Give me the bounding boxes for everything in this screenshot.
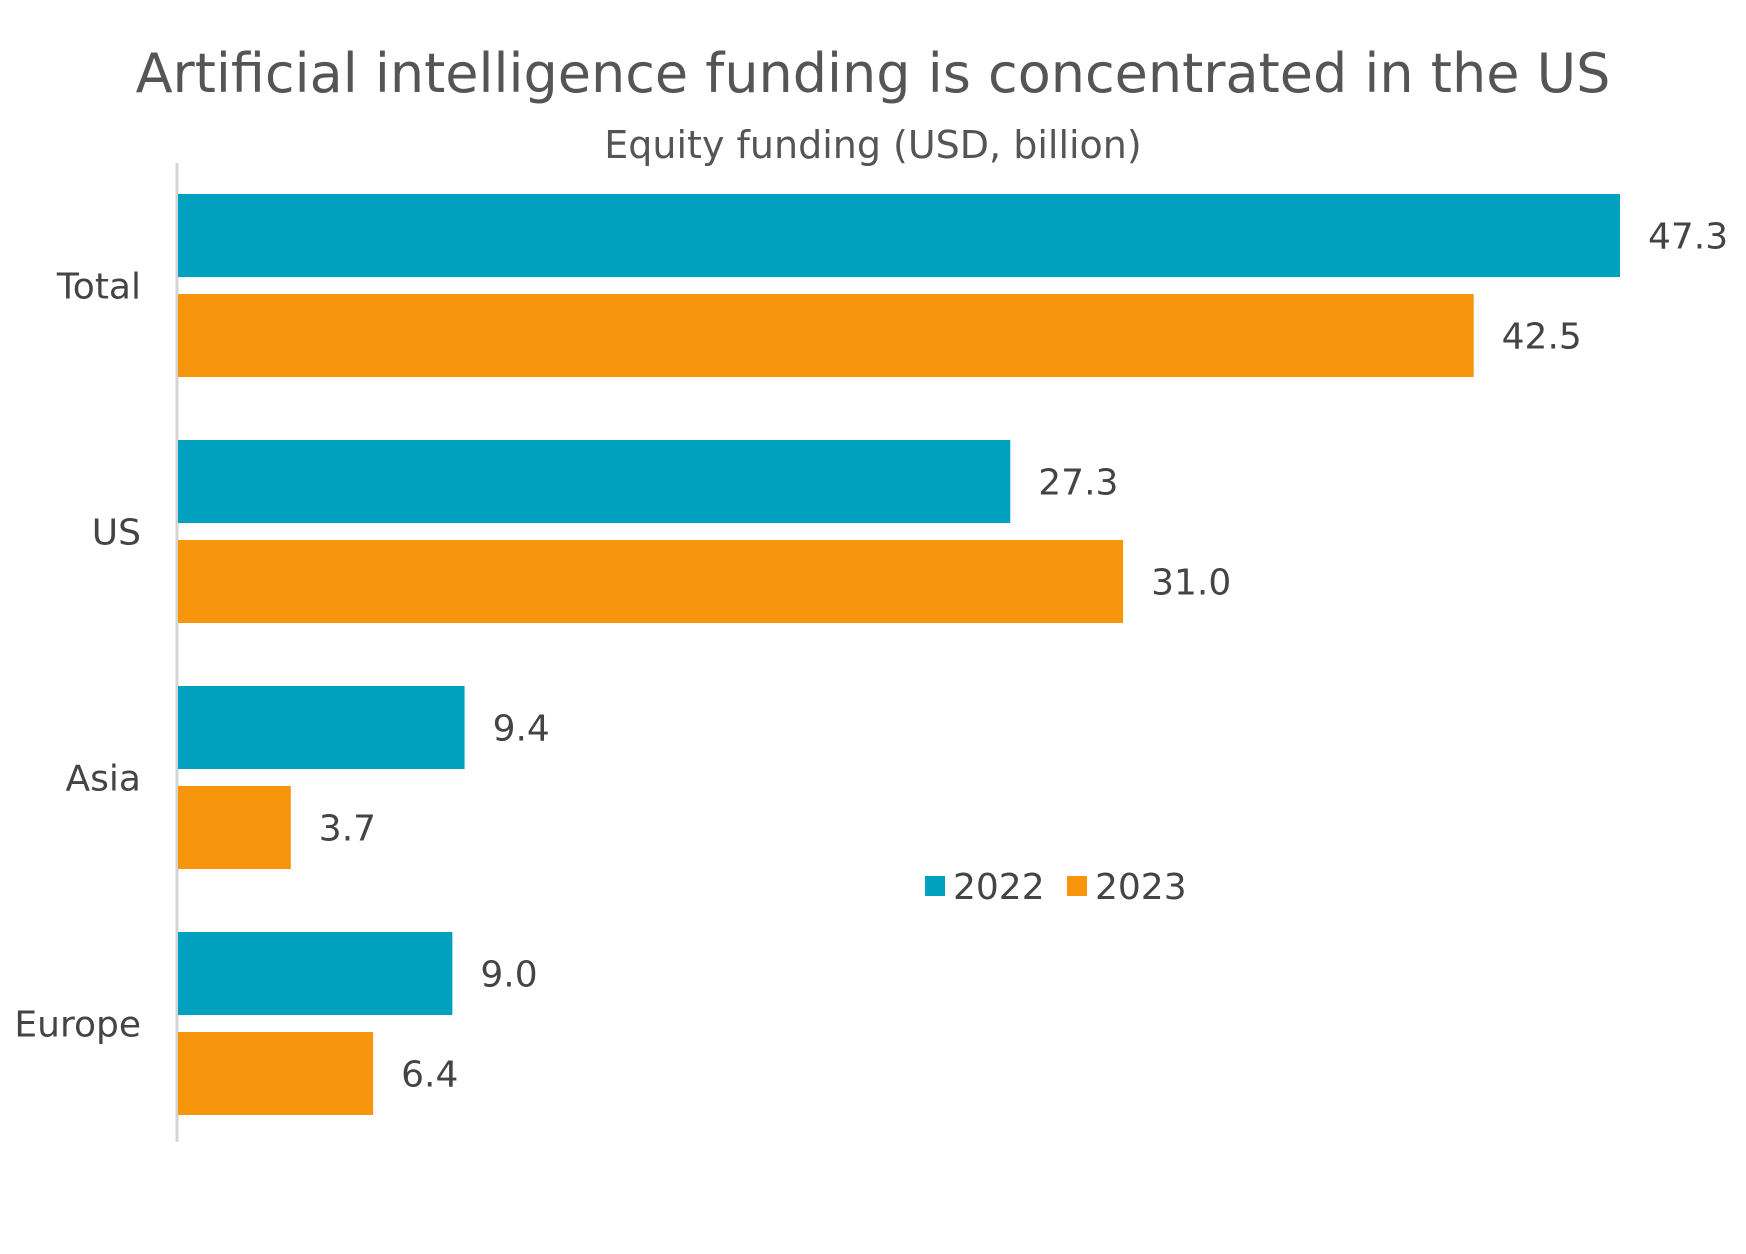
legend-label-2023: 2023: [1095, 867, 1187, 908]
legend-label-2022: 2022: [953, 867, 1045, 908]
bars-group: Total 47.3 42.5 US 27.3 31.0 Asia 9.4 3.7 Europe 9…: [14, 194, 1728, 1115]
bar-asia-2022: [178, 686, 465, 769]
value-label-asia-2022: 9.4: [493, 709, 550, 750]
legend: 2022 2023: [925, 867, 1187, 908]
chart-title: Artificial intelligence funding is conce…: [136, 42, 1611, 105]
bar-us-2022: [178, 440, 1011, 523]
bar-asia-2023: [178, 786, 291, 869]
bar-europe-2022: [178, 932, 453, 1015]
bar-us-2023: [178, 540, 1124, 623]
value-label-total-2023: 42.5: [1502, 317, 1582, 358]
value-label-total-2022: 47.3: [1648, 217, 1728, 258]
category-label-total: Total: [56, 267, 141, 308]
category-label-europe: Europe: [14, 1005, 141, 1046]
bar-europe-2023: [178, 1032, 374, 1115]
bar-total-2023: [178, 294, 1474, 377]
value-label-europe-2022: 9.0: [480, 955, 537, 996]
chart-subtitle: Equity funding (USD, billion): [604, 123, 1141, 167]
value-label-europe-2023: 6.4: [401, 1055, 458, 1096]
value-label-us-2023: 31.0: [1151, 563, 1231, 604]
bar-total-2022: [178, 194, 1620, 277]
category-label-us: US: [92, 513, 141, 554]
value-label-us-2022: 27.3: [1038, 463, 1118, 504]
value-label-asia-2023: 3.7: [319, 809, 376, 850]
legend-swatch-2022: [925, 876, 945, 896]
category-label-asia: Asia: [66, 759, 141, 800]
legend-swatch-2023: [1067, 876, 1087, 896]
